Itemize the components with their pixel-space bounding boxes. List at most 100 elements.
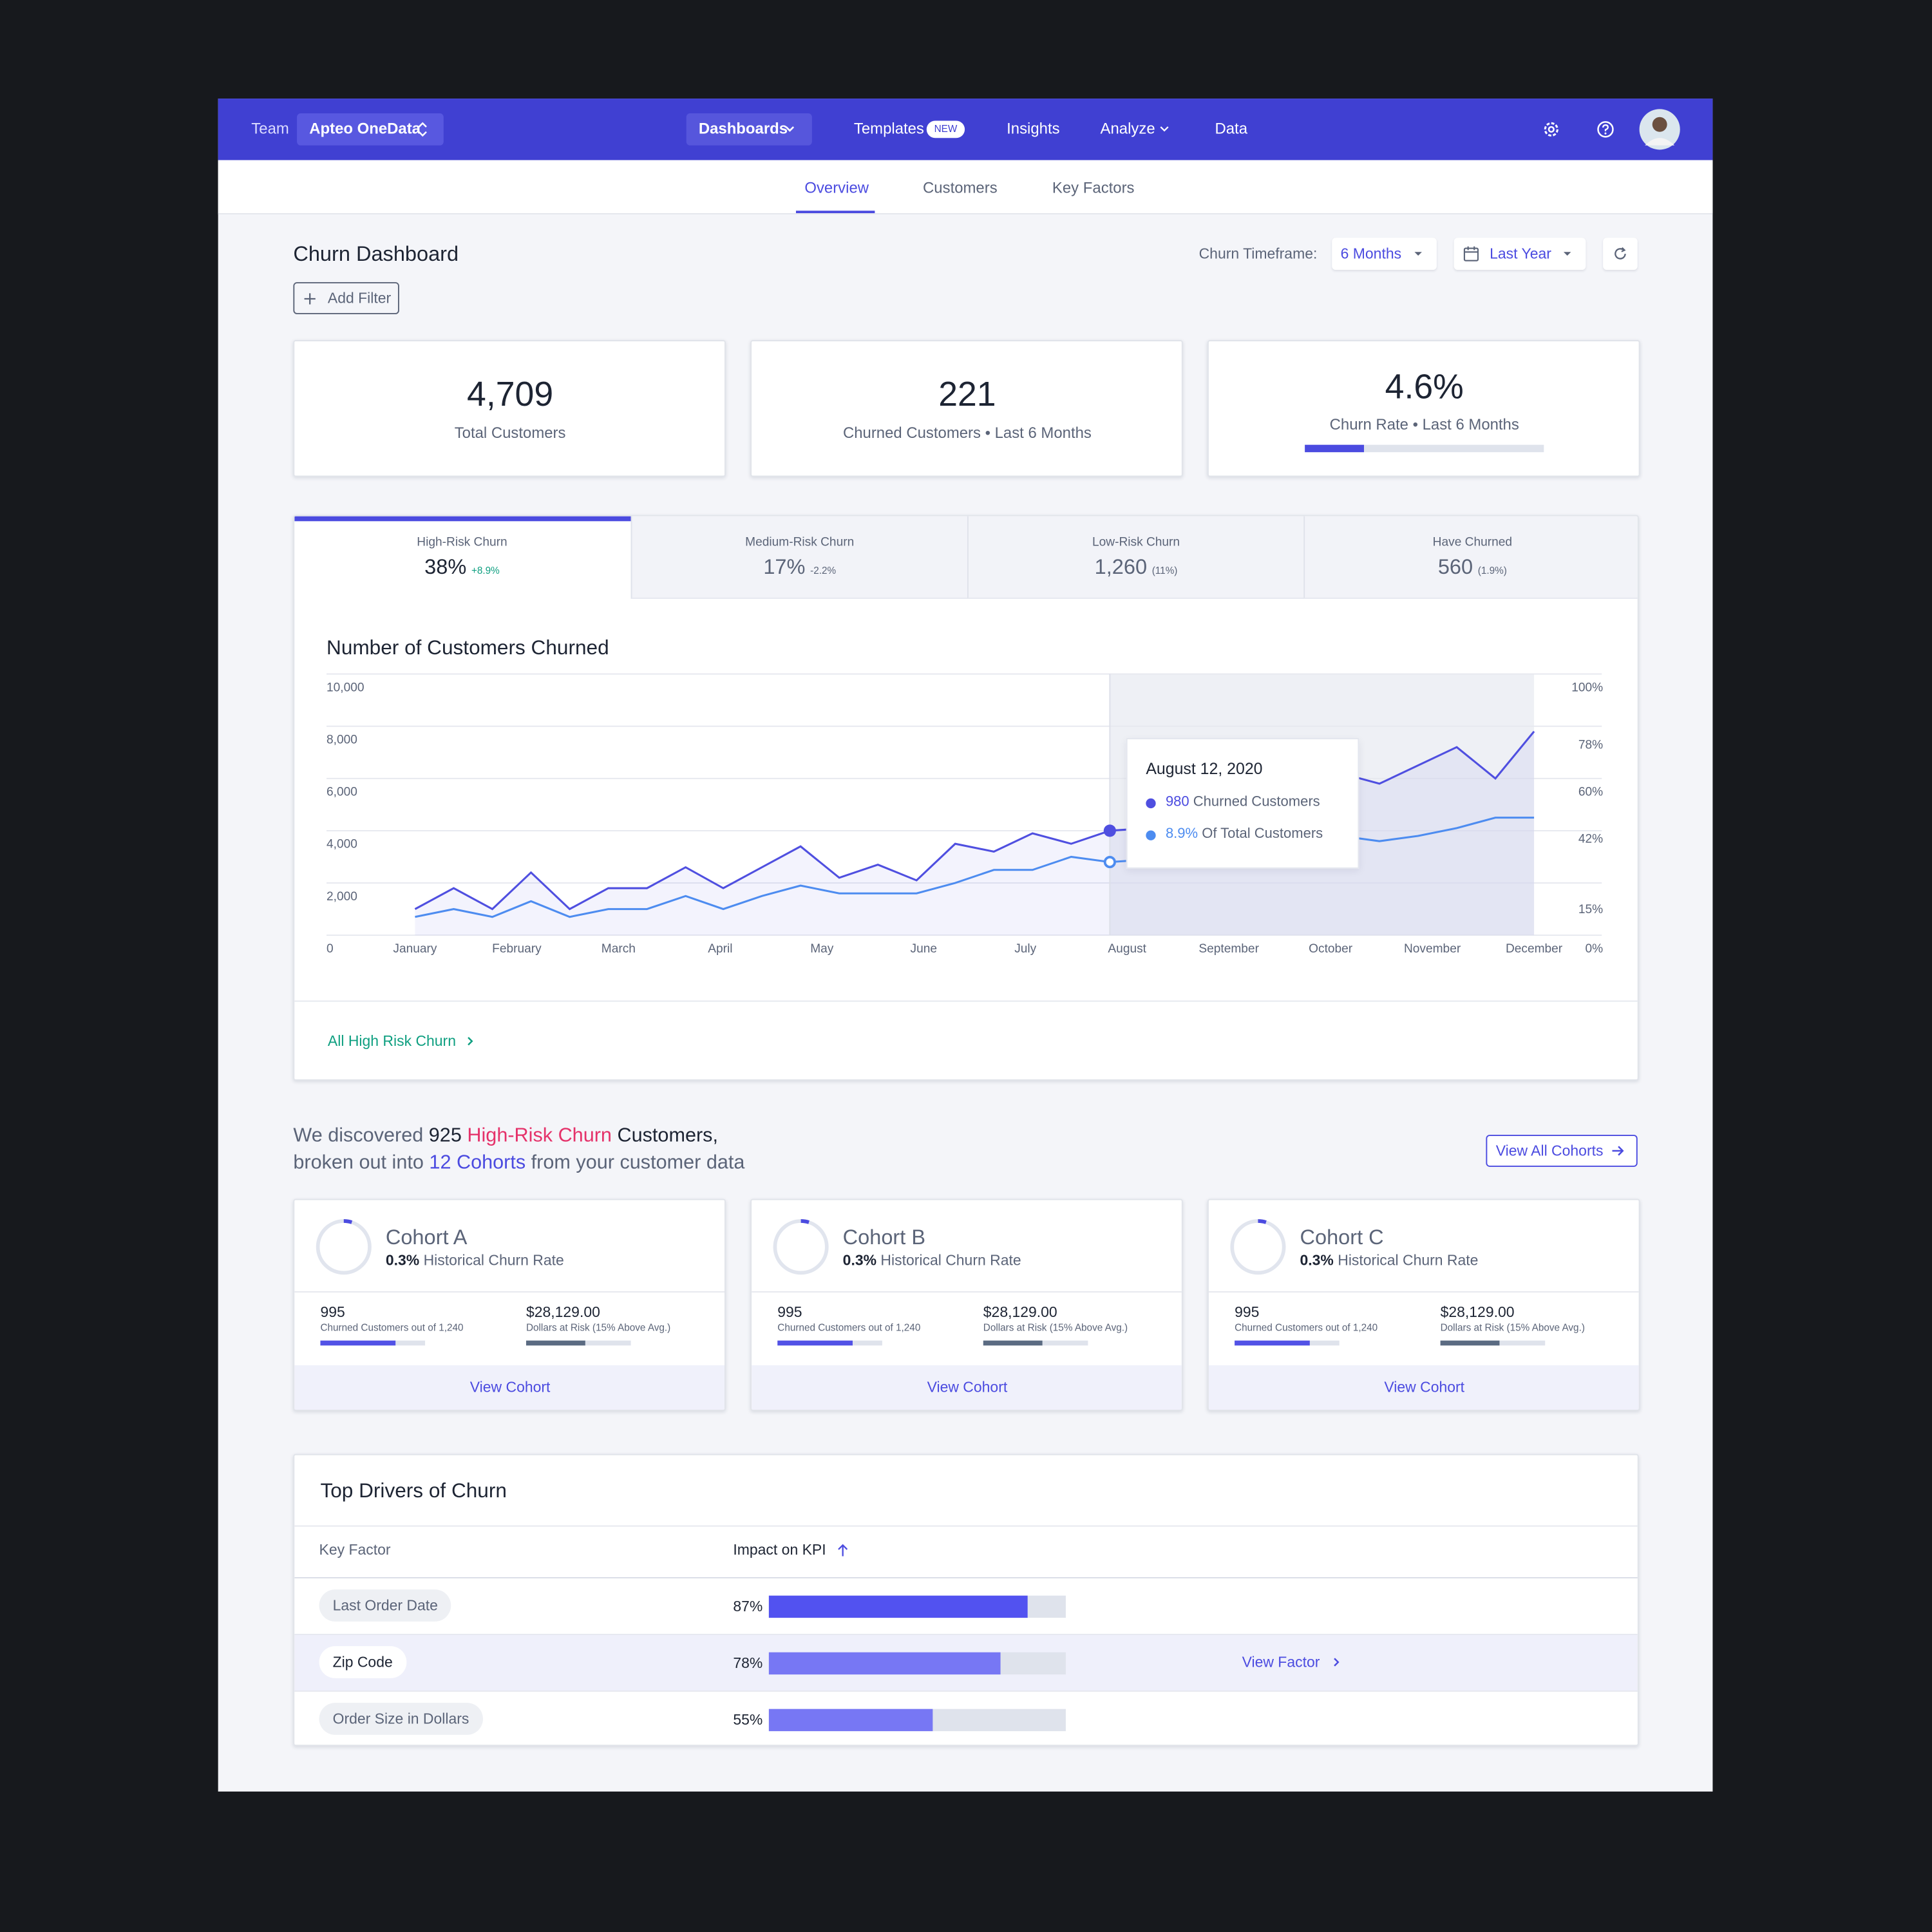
segment-value: 17% <box>763 555 806 579</box>
badge <box>926 120 965 138</box>
cohort-action[interactable]: View Cohort <box>469 1378 551 1396</box>
segment-label: Have Churned <box>1432 536 1513 550</box>
divider <box>294 1525 1638 1527</box>
arrow-icon <box>1612 1146 1624 1156</box>
cohort-stat-label: Churned Customers out of 1,240 <box>777 1322 921 1334</box>
team-name: Apteo OneData <box>309 120 421 138</box>
kpi-value: 4,709 <box>467 375 554 413</box>
chevron <box>785 126 795 132</box>
plus-icon <box>304 293 316 305</box>
factor-chip: Last Order Date <box>319 1589 451 1622</box>
view-all-button[interactable] <box>1486 1135 1638 1167</box>
table-row[interactable]: Zip Code 78% View Factor <box>294 1634 1638 1692</box>
stat-fill <box>320 1340 396 1346</box>
divider <box>294 1291 724 1293</box>
link[interactable]: All High Risk Churn <box>327 1032 456 1050</box>
cohort-stat: $28,129.00 <box>983 1303 1057 1321</box>
segment-delta: +8.9% <box>471 565 500 577</box>
cohort-action[interactable]: View Cohort <box>927 1378 1008 1396</box>
column-header[interactable]: Impact on KPI <box>733 1541 826 1558</box>
calendar-icon <box>1463 246 1479 261</box>
refresh-icon <box>1615 247 1626 260</box>
stat-fill <box>526 1340 585 1346</box>
nav-item[interactable]: Analyze <box>1100 120 1155 138</box>
nav-item[interactable]: Templates <box>853 120 924 138</box>
kpi-card: 221 Churned Customers • Last 6 Months <box>750 340 1183 477</box>
kpi-label: Total Customers <box>454 424 566 442</box>
cohort-stat-label: Dollars at Risk (15% Above Avg.) <box>983 1322 1128 1334</box>
segment-tab[interactable]: Have Churned 560 (1.9%) <box>1303 516 1638 599</box>
help-icon[interactable] <box>1596 120 1616 140</box>
intro-text: broken out into <box>293 1152 424 1174</box>
nav-item[interactable]: Dashboards <box>698 120 788 138</box>
cohort-name: Cohort C <box>1300 1226 1384 1249</box>
tab[interactable]: Overview <box>804 179 869 197</box>
period-value: Last Year <box>1490 245 1551 263</box>
team-select[interactable] <box>297 113 444 146</box>
tooltip-label: Churned Customers <box>1193 795 1320 810</box>
divider <box>294 1000 1638 1002</box>
ring-arc <box>1258 1219 1267 1224</box>
tab[interactable]: Key Factors <box>1052 179 1135 197</box>
tab[interactable]: Customers <box>923 179 998 197</box>
tooltip-value: 980 <box>1165 795 1189 810</box>
badge-text: NEW <box>934 123 958 135</box>
intro-segment: High-Risk Churn <box>467 1125 612 1147</box>
impact-track <box>768 1652 1066 1675</box>
caret <box>1563 252 1571 256</box>
cohort-footer[interactable]: View Cohort <box>752 1365 1182 1410</box>
drivers-card: Top Drivers of Churn Key Factor Impact o… <box>293 1454 1639 1747</box>
segment-value-line: 1,260 (11%) <box>1095 556 1178 581</box>
row-action[interactable]: View Factor <box>1242 1653 1320 1671</box>
team-label: Team <box>251 120 289 138</box>
factor-chip: Zip Code <box>319 1646 406 1678</box>
chevron-path <box>1334 1658 1340 1667</box>
settings-icon[interactable] <box>1541 120 1561 140</box>
cohort-ring <box>773 1219 829 1275</box>
cohort-stat: 995 <box>320 1303 345 1321</box>
impact-label: 55% <box>733 1711 763 1728</box>
nav-item[interactable]: Insights <box>1007 120 1060 138</box>
kpi-card: 4,709 Total Customers <box>293 340 726 477</box>
period-select[interactable] <box>1454 238 1586 270</box>
tab-underline <box>795 211 875 213</box>
cohort-rate-label: Historical Churn Rate <box>1338 1251 1479 1269</box>
cohort-stat: 995 <box>1235 1303 1260 1321</box>
kpi-value: 221 <box>938 375 996 413</box>
impact-track <box>768 1709 1066 1732</box>
table-row[interactable]: Last Order Date 87% <box>294 1578 1638 1635</box>
segment-tab[interactable]: High-Risk Churn 38% +8.9% <box>294 516 631 599</box>
segment-tab[interactable]: Low-Risk Churn 1,260 (11%) <box>967 516 1304 599</box>
cohort-rate-label: Historical Churn Rate <box>423 1251 564 1269</box>
kpi-label: Churn Rate • Last 6 Months <box>1329 415 1519 433</box>
table-row[interactable]: Order Size in Dollars 55% <box>294 1691 1638 1745</box>
intro-count: 925 <box>428 1125 462 1147</box>
intro-text: Customers, <box>617 1125 718 1147</box>
cohort-stat-label: Churned Customers out of 1,240 <box>320 1322 464 1334</box>
intro-cohorts: 12 Cohorts <box>429 1152 526 1174</box>
stat-fill <box>1440 1340 1500 1346</box>
intro-text: from your customer data <box>531 1152 745 1174</box>
kpi-label: Churned Customers • Last 6 Months <box>842 424 1092 442</box>
cohort-action[interactable]: View Cohort <box>1384 1378 1465 1396</box>
add-filter-button[interactable] <box>293 282 399 314</box>
cohort-rate-line: 0.3% Historical Churn Rate <box>386 1252 564 1270</box>
cohort-footer[interactable]: View Cohort <box>294 1365 724 1410</box>
refresh-button[interactable] <box>1603 238 1638 270</box>
cohort-rate-line: 0.3% Historical Churn Rate <box>1300 1252 1478 1270</box>
cohort-card: Cohort C 0.3% Historical Churn Rate 995 Chu… <box>1207 1198 1640 1411</box>
add-filter-text: Add Filter <box>327 289 392 307</box>
cohort-footer[interactable]: View Cohort <box>1208 1365 1639 1410</box>
intro-line: We discovered 925 High-Risk Churn Custom… <box>293 1124 718 1148</box>
ring-arc <box>343 1219 353 1224</box>
avatar[interactable] <box>1639 108 1681 150</box>
segment-value-line: 38% +8.9% <box>424 556 500 581</box>
cohort-ring <box>316 1219 372 1275</box>
nav-item[interactable]: Data <box>1215 120 1248 138</box>
column-header[interactable]: Key Factor <box>319 1541 391 1558</box>
cohort-rate: 0.3% <box>1300 1251 1334 1269</box>
cohort-rate-label: Historical Churn Rate <box>880 1251 1021 1269</box>
cohort-stat: $28,129.00 <box>526 1303 600 1321</box>
segment-tab[interactable]: Medium-Risk Churn 17% -2.2% <box>630 516 967 599</box>
progress-track <box>1305 444 1544 453</box>
